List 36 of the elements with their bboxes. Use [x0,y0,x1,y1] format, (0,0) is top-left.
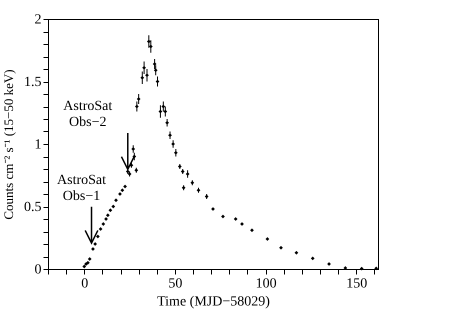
point [131,147,136,151]
point [279,246,283,250]
point [93,242,98,246]
point [82,264,86,268]
point [161,104,166,108]
y-axis-title: Counts cm⁻² s⁻¹ (15−50 keV) [1,69,16,220]
point [234,217,238,221]
point [114,198,118,202]
y-tick-label: 1 [34,138,42,152]
point [88,257,92,261]
point [111,204,116,208]
x-axis-title: Time (MJD−58029) [157,294,270,310]
point [136,97,141,101]
y-tick-label: 0.5 [24,200,42,215]
annotation: AstroSat Obs−2 [63,99,112,130]
point [374,266,378,270]
point [294,250,298,255]
point [134,104,139,108]
x-tick-label: 100 [256,276,277,292]
y-tick-label: 0 [34,262,42,278]
y-tick-label: 1.5 [24,75,42,90]
x-tick-label: 0 [81,276,88,292]
point [96,234,100,238]
x-tick-label: 50 [168,276,182,292]
point [148,44,153,48]
annotation: AstroSat Obs−1 [57,172,106,204]
point [145,73,149,78]
point [360,266,364,270]
point [146,40,151,44]
point [142,66,146,70]
point [310,256,315,260]
x-tick-label: 150 [346,276,368,292]
y-tick-label: 2 [34,12,42,28]
point [250,228,254,232]
point [163,110,168,114]
point [101,222,106,226]
